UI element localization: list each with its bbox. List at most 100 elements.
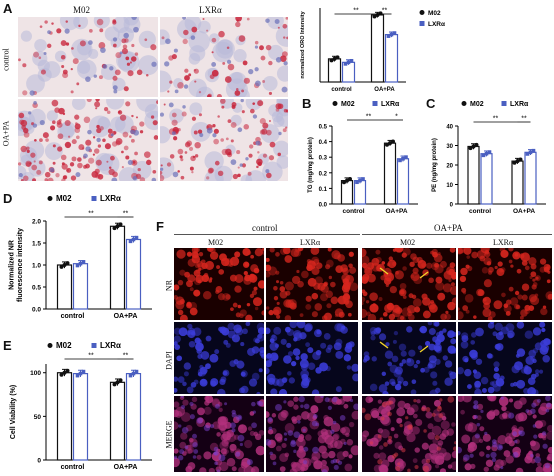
legend-label: LXRα	[381, 101, 400, 108]
arrow-icon	[419, 345, 429, 353]
merge-image-m02-control	[174, 396, 264, 472]
y-tick-label: 30	[446, 144, 453, 150]
y-axis-label: TG (mg/mg protein)	[308, 137, 314, 193]
bar-lxr-control	[353, 179, 367, 205]
y-tick-label: 1.5	[32, 241, 41, 248]
panel-letter-f: F	[156, 219, 164, 234]
oro-image-m02-oapa	[18, 99, 158, 181]
y-tick-label: 50	[34, 414, 42, 421]
data-point	[401, 156, 405, 161]
data-point	[115, 380, 120, 385]
data-point	[134, 235, 139, 240]
data-point	[112, 226, 117, 231]
panel-letter-d: D	[3, 191, 13, 206]
panel-a-col-header-lxra: LXRα	[199, 5, 222, 15]
y-tick-label: 0.5	[319, 125, 328, 131]
data-point	[471, 144, 476, 149]
bar-m02-oapa	[370, 14, 385, 83]
data-point	[361, 177, 365, 181]
legend-marker-lxra	[91, 343, 97, 348]
data-point	[392, 31, 397, 35]
y-tick-label: 0.1	[319, 187, 328, 193]
data-point	[474, 142, 479, 147]
nr-image-lxra-oapa	[458, 248, 552, 320]
data-point	[386, 34, 391, 38]
legend-marker-m02	[47, 196, 53, 201]
legend-label: LXRα	[428, 21, 445, 28]
data-point	[358, 178, 362, 183]
y-axis-label: PE (ng/mg protein)	[432, 138, 438, 192]
legend-marker-m02	[47, 343, 53, 348]
data-point	[343, 62, 348, 66]
y-tick-label: 1.0	[32, 263, 41, 270]
bar-lxr-control	[72, 372, 89, 461]
data-point	[65, 368, 70, 373]
significance-label: **	[521, 116, 527, 123]
data-point	[128, 373, 133, 378]
x-tick-label: OA+PA	[374, 87, 395, 93]
panel-a-col-header-m02: M02	[73, 5, 91, 15]
panel-f-row-merge: MERGE	[164, 420, 174, 449]
y-tick-label: 0	[450, 203, 454, 209]
data-point	[65, 261, 70, 266]
data-point	[391, 139, 395, 144]
panel-letter-e: E	[3, 338, 12, 353]
legend-marker-m02	[461, 101, 467, 106]
x-tick-label: control	[331, 87, 352, 93]
bar-m02-control	[467, 145, 480, 205]
dapi-image-lxra-control	[266, 322, 358, 394]
data-point	[134, 369, 139, 374]
y-tick-label: 20	[446, 164, 453, 170]
bar-lxr-oapa	[396, 158, 410, 205]
data-point	[349, 58, 354, 63]
bar-m02-oapa	[109, 225, 126, 310]
bar-lxr-oapa	[384, 33, 399, 83]
data-point	[118, 378, 123, 383]
data-point	[329, 58, 334, 63]
legend-label: M02	[470, 101, 484, 108]
data-point	[62, 370, 67, 375]
x-tick-label: control	[61, 464, 85, 471]
data-point	[345, 178, 349, 183]
x-tick-label: control	[469, 208, 491, 215]
bar-lxr-oapa	[125, 372, 142, 461]
panel-f-row-nr: NR	[164, 279, 174, 292]
data-point	[112, 382, 117, 387]
x-tick-label: control	[61, 313, 85, 320]
y-tick-label: 0.0	[319, 203, 328, 209]
data-point	[389, 32, 394, 37]
panel-f-group-line-control	[174, 234, 360, 235]
y-axis-label: normalized ORO Intensity	[300, 10, 306, 78]
data-point	[342, 180, 346, 185]
bar-lxr-control	[72, 263, 89, 310]
data-point	[512, 160, 517, 165]
data-point	[468, 146, 473, 151]
y-tick-label: 0.4	[319, 140, 328, 146]
merge-image-lxra-oapa	[458, 396, 552, 472]
x-tick-label: OA+PA	[114, 464, 138, 471]
data-point	[335, 55, 340, 60]
x-tick-label: OA+PA	[114, 313, 138, 320]
nr-image-lxra-control	[266, 248, 358, 320]
significance-label: **	[382, 8, 388, 15]
data-point	[59, 372, 64, 377]
data-point	[115, 224, 120, 229]
data-point	[404, 155, 408, 159]
data-point	[531, 148, 536, 153]
significance-label: **	[123, 353, 129, 360]
panel-f-group-line-oapa	[362, 234, 552, 235]
bar-m02-control	[327, 58, 342, 83]
legend-label: LXRα	[100, 341, 121, 350]
significance-label: **	[366, 114, 372, 121]
panel-a-row-label-oapa: OA+PA	[1, 120, 11, 147]
merge-image-lxra-control	[266, 396, 358, 472]
bar-m02-control	[56, 372, 73, 461]
merge-image-m02-oapa	[362, 396, 456, 472]
data-point	[355, 180, 359, 185]
bar-m02-control	[340, 179, 354, 205]
x-tick-label: OA+PA	[513, 208, 535, 215]
y-tick-label: 0.5	[32, 285, 41, 292]
y-tick-label: 100	[30, 370, 41, 377]
bar-m02-control	[56, 264, 73, 310]
bar-m02-oapa	[511, 160, 524, 205]
